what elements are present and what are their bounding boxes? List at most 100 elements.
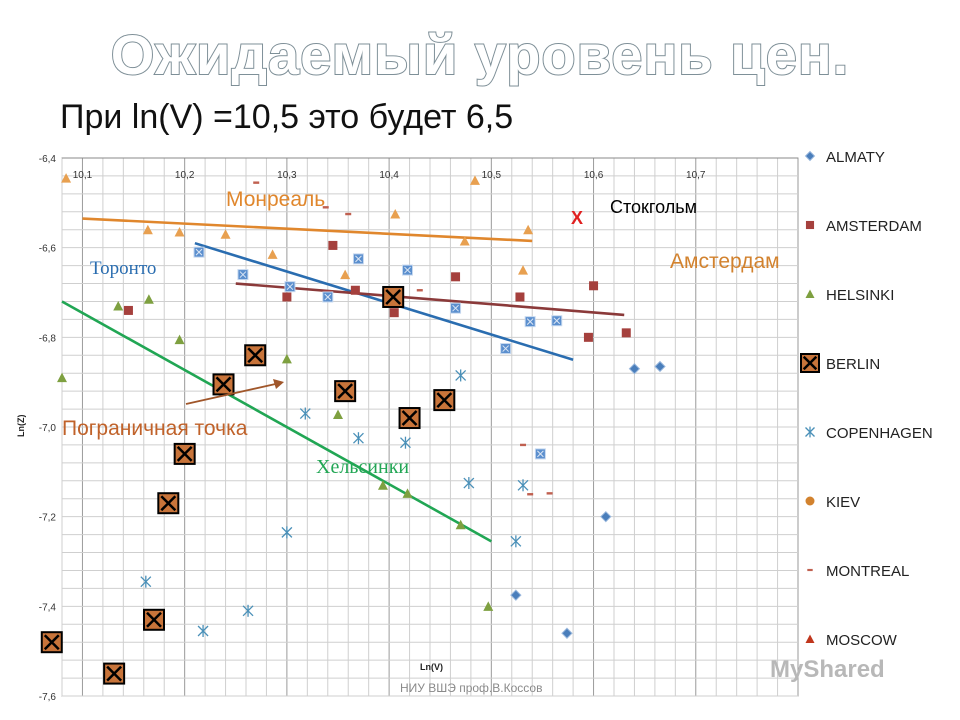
data-point xyxy=(282,292,292,302)
data-point xyxy=(244,344,267,367)
annotation-label: Амстердам xyxy=(670,250,780,273)
data-point xyxy=(433,389,456,412)
annotation-label: X xyxy=(571,208,583,228)
data-point xyxy=(510,535,522,548)
data-point xyxy=(469,175,480,185)
data-point xyxy=(267,249,278,259)
slide-title: Ожидаемый уровень цен. xyxy=(110,22,850,87)
data-point xyxy=(253,181,260,184)
x-tick-label: 10,7 xyxy=(686,170,706,181)
data-point xyxy=(350,285,360,295)
data-point xyxy=(459,235,470,246)
data-point xyxy=(389,308,399,318)
data-point xyxy=(483,601,494,611)
data-point xyxy=(334,380,357,403)
y-tick-label: -7,2 xyxy=(39,513,57,524)
data-point xyxy=(450,302,462,314)
data-point xyxy=(390,209,401,219)
y-tick-label: -7,6 xyxy=(39,692,57,703)
data-point xyxy=(561,627,573,639)
data-point xyxy=(402,488,413,498)
data-point xyxy=(402,264,414,276)
data-point xyxy=(40,631,63,654)
data-point xyxy=(333,409,343,419)
data-point xyxy=(515,292,525,302)
data-point xyxy=(103,662,126,685)
trendline xyxy=(235,282,625,317)
data-point xyxy=(520,443,527,447)
data-point xyxy=(328,240,338,250)
data-point xyxy=(237,269,249,281)
legend-marker xyxy=(805,426,815,438)
data-point xyxy=(299,407,311,420)
legend-marker xyxy=(805,289,815,299)
data-point xyxy=(583,332,593,342)
watermark-text: НИУ ВШЭ проф.В.Коссов xyxy=(400,681,543,695)
data-point xyxy=(621,328,631,338)
data-point xyxy=(140,575,152,588)
data-point xyxy=(527,493,534,496)
legend-label: MOSCOW xyxy=(826,632,898,649)
annotation-label: Торонто xyxy=(90,258,156,279)
data-point xyxy=(551,315,563,327)
data-point xyxy=(174,226,185,237)
data-point xyxy=(382,285,405,308)
x-tick-label: 10,5 xyxy=(482,170,502,181)
annotation-label: Стокгольм xyxy=(610,197,697,217)
data-point xyxy=(398,407,421,430)
data-point xyxy=(455,519,466,530)
data-point xyxy=(589,281,599,291)
data-point xyxy=(113,300,124,311)
legend-marker xyxy=(800,353,820,373)
data-point xyxy=(600,510,612,523)
data-point xyxy=(345,212,352,216)
x-tick-label: 10,2 xyxy=(175,170,195,181)
legend-label: ALMATY xyxy=(826,149,885,166)
data-point xyxy=(352,253,364,265)
data-point xyxy=(534,448,546,460)
data-point xyxy=(546,492,553,495)
data-point xyxy=(510,589,522,601)
data-point xyxy=(352,432,364,445)
data-point xyxy=(193,246,205,258)
slide-subtitle: При ln(V) =10,5 это будет 6,5 xyxy=(60,98,514,136)
data-point xyxy=(628,363,641,375)
data-point xyxy=(220,229,231,239)
data-point xyxy=(523,224,534,235)
data-point xyxy=(57,372,67,383)
legend-label: KIEV xyxy=(826,494,860,511)
data-point xyxy=(157,492,180,515)
data-point xyxy=(524,316,536,328)
y-axis-label: Ln(Z) xyxy=(16,415,26,438)
data-point xyxy=(517,479,529,492)
legend-label: MONTREAL xyxy=(826,563,909,580)
data-point xyxy=(197,624,209,637)
y-tick-label: -7,4 xyxy=(39,602,57,613)
data-point xyxy=(377,480,388,490)
data-point xyxy=(173,442,196,465)
x-tick-label: 10,6 xyxy=(584,170,604,181)
data-point xyxy=(463,477,475,490)
legend-marker xyxy=(804,150,816,162)
legend-marker xyxy=(807,568,813,572)
data-point xyxy=(242,604,254,617)
annotation-label: Монреаль xyxy=(226,188,325,211)
data-point xyxy=(500,343,512,355)
annotation-arrow xyxy=(185,382,281,405)
legend-label: AMSTERDAM xyxy=(826,218,922,235)
data-point xyxy=(284,281,296,293)
data-point xyxy=(340,269,351,280)
data-point xyxy=(654,360,666,373)
annotation-label: Хельсинки xyxy=(316,456,409,478)
trendline xyxy=(82,217,533,243)
brand-logo-text: MyShared xyxy=(770,656,885,683)
legend-label: COPENHAGEN xyxy=(826,425,933,442)
data-point xyxy=(281,526,293,539)
data-point xyxy=(322,206,329,209)
legend-label: HELSINKI xyxy=(826,287,894,304)
y-tick-label: -6,8 xyxy=(39,333,57,344)
y-tick-label: -7,0 xyxy=(39,423,57,434)
data-point xyxy=(143,294,154,304)
data-point xyxy=(281,353,292,364)
